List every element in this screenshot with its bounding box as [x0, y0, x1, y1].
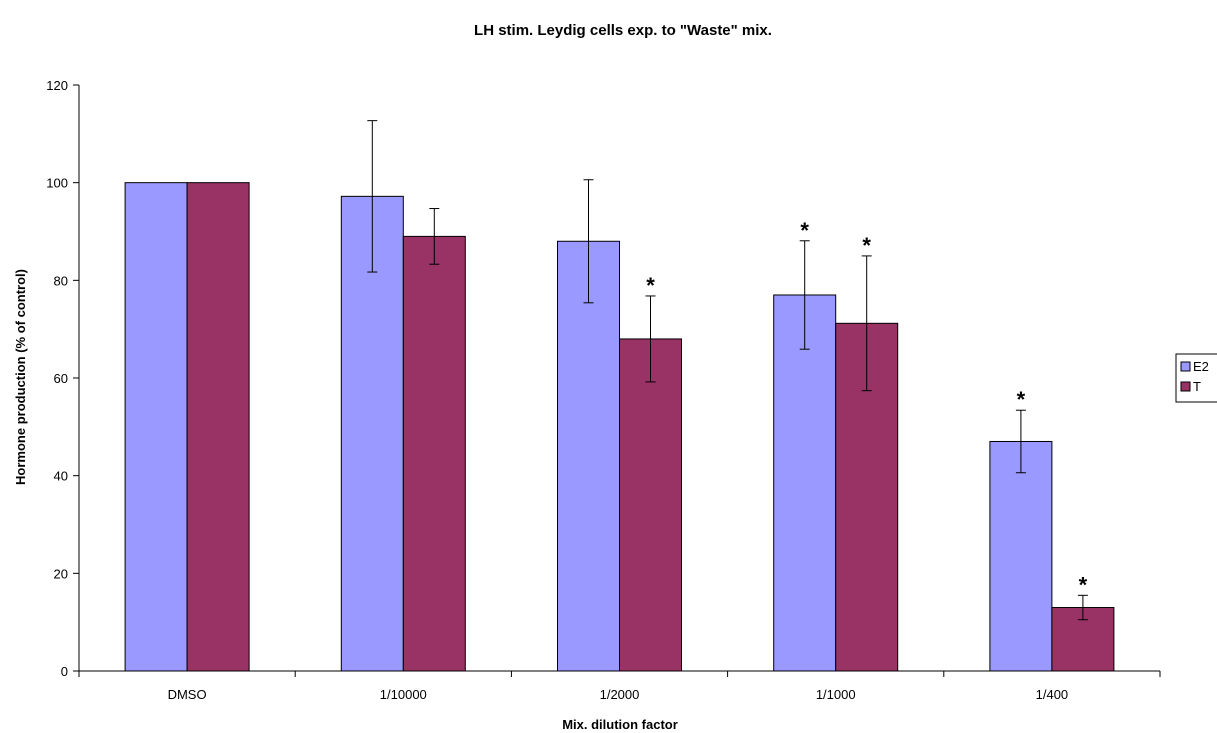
y-tick-label-100: 100	[46, 176, 68, 191]
y-tick-label-60: 60	[54, 371, 68, 386]
significance-marker-e2-4: *	[1017, 387, 1026, 412]
y-tick-label-40: 40	[54, 469, 68, 484]
legend-label-t: T	[1193, 379, 1201, 394]
legend-swatch-e2	[1180, 361, 1191, 372]
bar-e2-2	[557, 240, 620, 672]
legend: E2 T	[1175, 353, 1217, 403]
significance-marker-t-2: *	[646, 273, 655, 298]
y-tick-label-0: 0	[61, 664, 68, 679]
bar-t-1	[402, 235, 466, 672]
bar-e2-0	[124, 182, 188, 672]
significance-marker-t-4: *	[1079, 572, 1088, 597]
chart-title: LH stim. Leydig cells exp. to "Waste" mi…	[474, 22, 772, 39]
y-tick-label-80: 80	[54, 273, 68, 288]
bar-e2-1	[340, 195, 404, 672]
y-tick-label-120: 120	[46, 78, 68, 93]
x-tick-label-4: 1/400	[1036, 687, 1069, 702]
bar-e2-4	[989, 440, 1053, 672]
x-tick-label-0: DMSO	[168, 687, 207, 702]
x-tick-label-1: 1/10000	[380, 687, 427, 702]
bar-e2-3	[773, 294, 837, 672]
legend-label-e2: E2	[1193, 359, 1209, 374]
significance-marker-t-3: *	[862, 233, 871, 258]
bar-t-0	[186, 182, 250, 672]
x-tick-label-3: 1/1000	[816, 687, 856, 702]
y-tick-label-20: 20	[54, 566, 68, 581]
significance-marker-e2-3: *	[800, 218, 809, 243]
x-axis-title: Mix. dilution factor	[562, 717, 678, 732]
y-axis-title: Hormone production (% of control)	[13, 269, 28, 485]
legend-swatch-t	[1180, 381, 1191, 392]
bar-t-2	[619, 338, 682, 672]
plot-area: * * * * * 0 20 40 60 80 100 120 DMSO 1/10000 1/2000 1/1…	[46, 78, 1161, 702]
x-tick-label-2: 1/2000	[600, 687, 640, 702]
